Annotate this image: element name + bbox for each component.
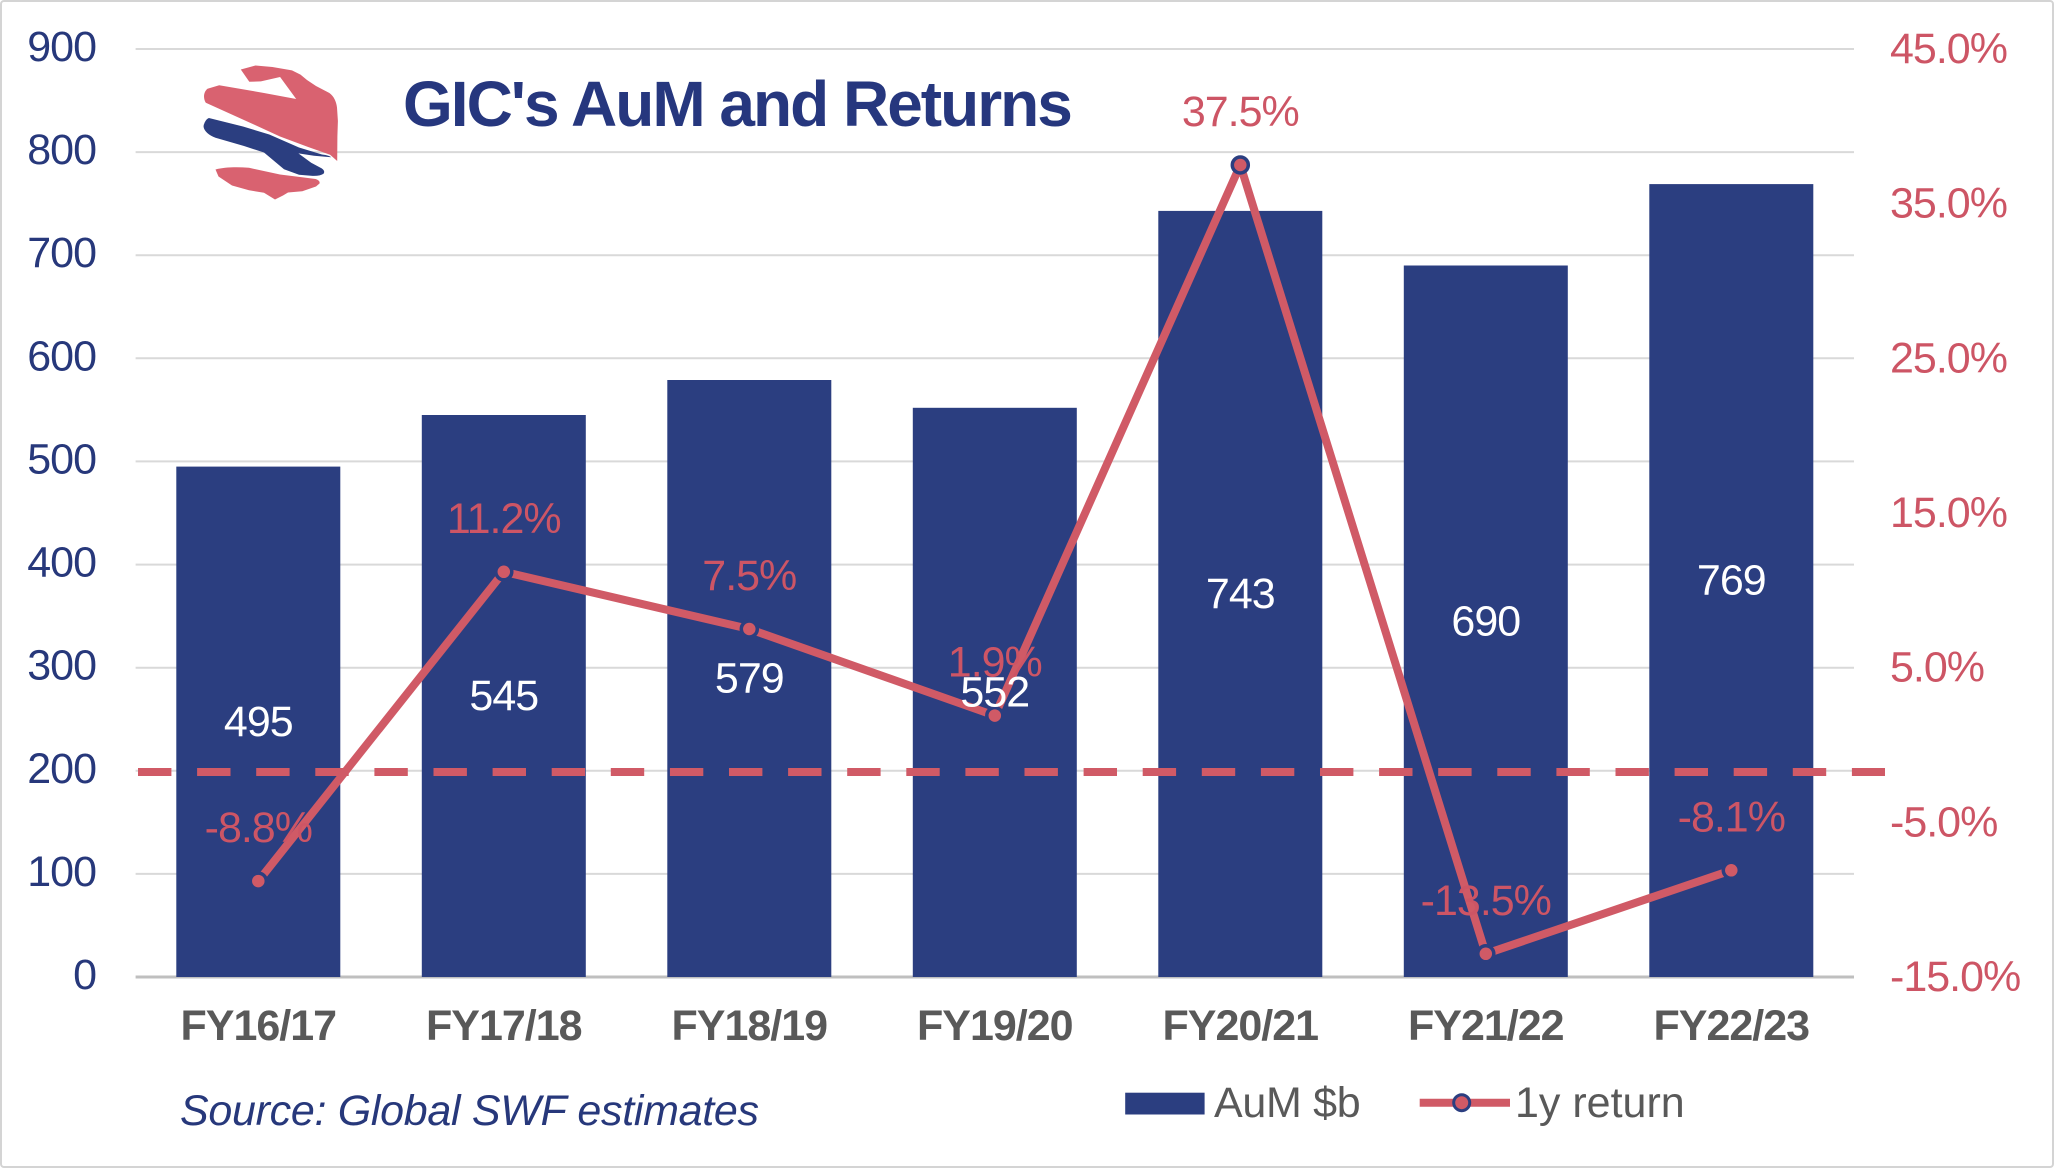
svg-text:1y return: 1y return: [1515, 1079, 1685, 1127]
svg-text:579: 579: [715, 655, 784, 703]
svg-text:743: 743: [1206, 570, 1275, 618]
svg-text:900: 900: [27, 23, 96, 71]
svg-text:GIC's AuM and Returns: GIC's AuM and Returns: [403, 68, 1071, 140]
svg-text:600: 600: [27, 332, 96, 380]
svg-text:545: 545: [469, 672, 538, 720]
svg-text:800: 800: [27, 126, 96, 174]
svg-text:37.5%: 37.5%: [1182, 88, 1299, 136]
svg-text:15.0%: 15.0%: [1890, 489, 2007, 537]
svg-text:-5.0%: -5.0%: [1890, 798, 1997, 846]
svg-text:400: 400: [27, 539, 96, 587]
svg-text:FY20/21: FY20/21: [1163, 1002, 1319, 1050]
svg-text:Source: Global SWF estimates: Source: Global SWF estimates: [180, 1087, 759, 1135]
svg-text:-8.1%: -8.1%: [1678, 793, 1785, 841]
svg-text:-13.5%: -13.5%: [1421, 877, 1551, 925]
svg-text:5.0%: 5.0%: [1890, 644, 1984, 692]
svg-text:-8.8%: -8.8%: [205, 804, 312, 852]
svg-text:FY17/18: FY17/18: [426, 1002, 582, 1050]
svg-text:769: 769: [1697, 557, 1766, 605]
svg-text:35.0%: 35.0%: [1890, 180, 2007, 228]
svg-text:0: 0: [73, 951, 96, 999]
svg-text:25.0%: 25.0%: [1890, 334, 2007, 382]
svg-text:11.2%: 11.2%: [447, 495, 561, 543]
svg-text:500: 500: [27, 435, 96, 483]
svg-text:7.5%: 7.5%: [702, 552, 796, 600]
svg-text:FY22/23: FY22/23: [1654, 1002, 1810, 1050]
svg-text:200: 200: [27, 745, 96, 793]
svg-text:-15.0%: -15.0%: [1890, 953, 2020, 1001]
svg-text:300: 300: [27, 642, 96, 690]
svg-text:495: 495: [224, 698, 293, 746]
svg-text:700: 700: [27, 229, 96, 277]
svg-text:1.9%: 1.9%: [948, 639, 1042, 687]
svg-text:FY18/19: FY18/19: [672, 1002, 828, 1050]
svg-text:FY19/20: FY19/20: [917, 1002, 1073, 1050]
svg-text:552: 552: [960, 668, 1029, 716]
svg-text:100: 100: [27, 848, 96, 896]
svg-text:690: 690: [1451, 597, 1520, 645]
svg-text:45.0%: 45.0%: [1890, 25, 2007, 73]
svg-text:AuM $b: AuM $b: [1214, 1079, 1360, 1127]
svg-text:FY21/22: FY21/22: [1408, 1002, 1564, 1050]
svg-text:FY16/17: FY16/17: [181, 1002, 337, 1050]
